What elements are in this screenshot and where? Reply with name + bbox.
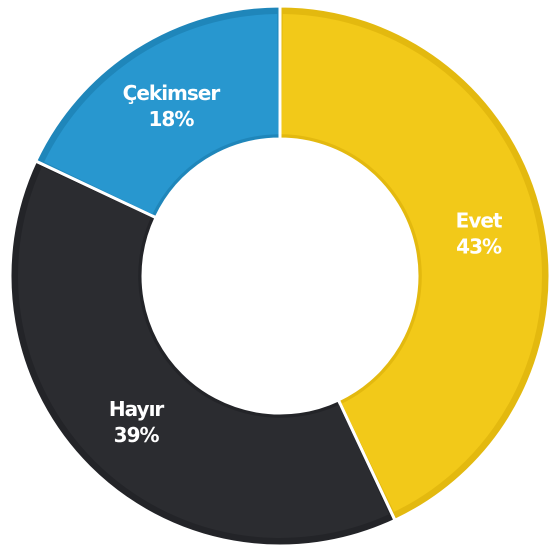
slice-evet[interactable]: [281, 14, 542, 512]
slice-value-cekimser: 18%: [149, 107, 195, 131]
slice-value-hayir: 39%: [114, 423, 160, 447]
slice-label-hayir: Hayır: [109, 397, 165, 421]
slice-label-evet: Evet: [456, 209, 503, 233]
slice-label-cekimser: Çekimser: [123, 81, 221, 105]
slices-group: [8, 4, 551, 548]
slice-cekimser[interactable]: [44, 14, 279, 215]
slice-hayir[interactable]: [18, 166, 390, 538]
slice-value-evet: 43%: [456, 235, 502, 259]
